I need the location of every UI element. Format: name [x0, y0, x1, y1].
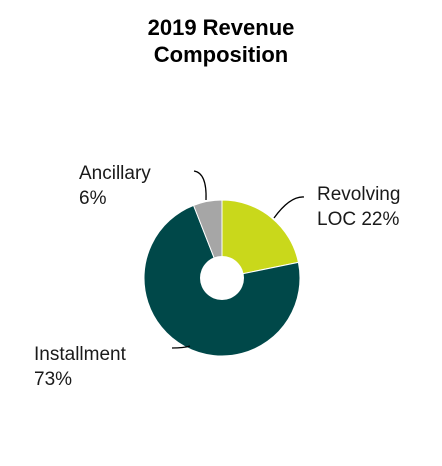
chart-title-line-1: 2019 Revenue — [147, 15, 295, 40]
chart-title: 2019 Revenue Composition — [0, 14, 442, 68]
donut-hole — [200, 256, 244, 300]
slice-label-revolving: Revolving LOC 22% — [317, 184, 406, 230]
slice-label-revolving-line-1: Revolving — [317, 184, 400, 205]
slice-label-ancillary-line-2: 6% — [79, 188, 107, 209]
slice-label-ancillary-line-1: Ancillary — [79, 163, 151, 184]
leader-line-installment — [171, 345, 191, 349]
slice-label-installment-line-2: 73% — [34, 369, 72, 390]
slice-label-installment-line-1: Installment — [34, 344, 127, 365]
leader-line-ancillary — [193, 170, 207, 201]
leader-line-revolving — [273, 196, 305, 219]
donut-slice-revolving — [221, 199, 300, 279]
chart-title-line-2: Composition — [153, 42, 289, 67]
slice-label-revolving-line-2: LOC 22% — [317, 209, 399, 230]
slice-label-ancillary: Ancillary 6% — [79, 163, 156, 209]
slice-label-installment: Installment 73% — [34, 344, 131, 390]
